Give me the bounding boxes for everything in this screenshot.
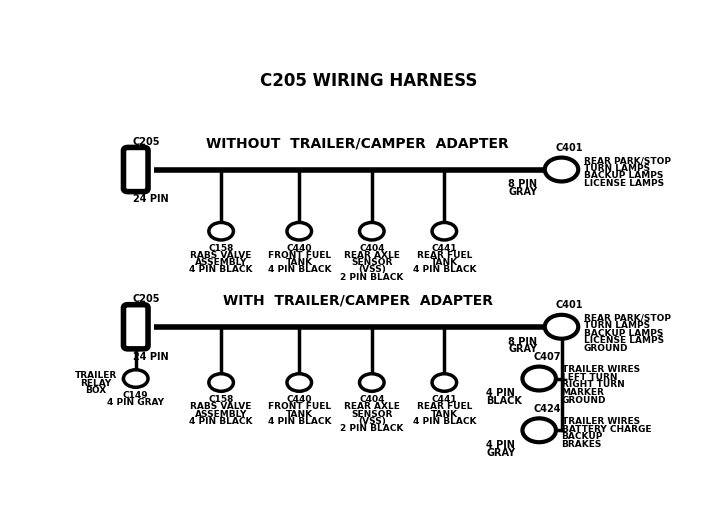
Text: C440: C440: [287, 395, 312, 404]
Circle shape: [359, 222, 384, 240]
Text: (VSS): (VSS): [358, 417, 386, 425]
Text: BACKUP: BACKUP: [562, 432, 603, 441]
FancyBboxPatch shape: [124, 305, 148, 349]
Text: C441: C441: [431, 395, 457, 404]
Text: TRAILER WIRES: TRAILER WIRES: [562, 417, 639, 426]
Text: 4 PIN BLACK: 4 PIN BLACK: [268, 417, 331, 425]
Text: 8 PIN: 8 PIN: [508, 179, 538, 189]
Circle shape: [287, 222, 312, 240]
Text: WITHOUT  TRAILER/CAMPER  ADAPTER: WITHOUT TRAILER/CAMPER ADAPTER: [207, 136, 509, 150]
Text: 4 PIN BLACK: 4 PIN BLACK: [189, 417, 253, 425]
Text: 24 PIN: 24 PIN: [133, 194, 168, 204]
Text: ASSEMBLY: ASSEMBLY: [195, 409, 247, 419]
Text: C158: C158: [209, 244, 234, 253]
Circle shape: [359, 374, 384, 391]
Text: GROUND: GROUND: [584, 344, 629, 353]
Text: C440: C440: [287, 244, 312, 253]
Text: C149: C149: [123, 391, 148, 400]
Circle shape: [432, 374, 456, 391]
Text: TURN LAMPS: TURN LAMPS: [584, 321, 650, 330]
Text: SENSOR: SENSOR: [351, 409, 392, 419]
Text: TANK: TANK: [431, 258, 458, 267]
Text: C424: C424: [534, 404, 561, 414]
Text: C401: C401: [556, 143, 583, 153]
Text: C407: C407: [534, 352, 561, 362]
FancyBboxPatch shape: [124, 147, 148, 192]
Text: BACKUP LAMPS: BACKUP LAMPS: [584, 329, 663, 338]
Text: 2 PIN BLACK: 2 PIN BLACK: [340, 424, 403, 433]
Circle shape: [545, 158, 578, 181]
Text: C441: C441: [431, 244, 457, 253]
Circle shape: [523, 367, 556, 390]
Circle shape: [287, 374, 312, 391]
Circle shape: [523, 418, 556, 442]
Text: C401: C401: [556, 300, 583, 310]
Text: REAR PARK/STOP: REAR PARK/STOP: [584, 313, 671, 323]
Text: SENSOR: SENSOR: [351, 258, 392, 267]
Text: TRAILER: TRAILER: [74, 371, 117, 381]
Text: GRAY: GRAY: [508, 187, 538, 197]
Circle shape: [124, 370, 148, 387]
Text: RABS VALVE: RABS VALVE: [191, 251, 252, 260]
Circle shape: [432, 222, 456, 240]
Text: C205: C205: [133, 136, 161, 147]
Text: 4 PIN BLACK: 4 PIN BLACK: [413, 265, 476, 275]
Text: C404: C404: [359, 395, 384, 404]
Text: C404: C404: [359, 244, 384, 253]
Text: ASSEMBLY: ASSEMBLY: [195, 258, 247, 267]
Text: TANK: TANK: [286, 258, 312, 267]
Text: C158: C158: [209, 395, 234, 404]
Text: BATTERY CHARGE: BATTERY CHARGE: [562, 424, 651, 434]
Text: TANK: TANK: [286, 409, 312, 419]
Text: REAR FUEL: REAR FUEL: [417, 251, 472, 260]
Text: MARKER: MARKER: [562, 388, 604, 397]
Text: (VSS): (VSS): [358, 265, 386, 275]
Text: 8 PIN: 8 PIN: [508, 337, 538, 347]
Text: FRONT FUEL: FRONT FUEL: [268, 251, 330, 260]
Text: BOX: BOX: [85, 387, 107, 396]
Text: 4 PIN BLACK: 4 PIN BLACK: [413, 417, 476, 425]
Text: RIGHT TURN: RIGHT TURN: [562, 381, 624, 389]
Text: BRAKES: BRAKES: [562, 439, 602, 449]
Text: 4 PIN BLACK: 4 PIN BLACK: [189, 265, 253, 275]
Text: WITH  TRAILER/CAMPER  ADAPTER: WITH TRAILER/CAMPER ADAPTER: [223, 294, 492, 308]
Text: LICENSE LAMPS: LICENSE LAMPS: [584, 336, 664, 345]
Text: 4 PIN: 4 PIN: [486, 440, 515, 450]
Text: LICENSE LAMPS: LICENSE LAMPS: [584, 179, 664, 188]
Text: REAR FUEL: REAR FUEL: [417, 402, 472, 412]
Circle shape: [545, 315, 578, 339]
Text: LEFT TURN: LEFT TURN: [562, 373, 617, 382]
Text: TURN LAMPS: TURN LAMPS: [584, 164, 650, 173]
Text: 24 PIN: 24 PIN: [133, 352, 168, 362]
Circle shape: [209, 222, 233, 240]
Text: GRAY: GRAY: [486, 448, 516, 458]
Text: C205: C205: [133, 294, 161, 304]
Text: RELAY: RELAY: [80, 379, 111, 388]
Text: RABS VALVE: RABS VALVE: [191, 402, 252, 412]
Text: 4 PIN GRAY: 4 PIN GRAY: [107, 399, 164, 407]
Text: TRAILER WIRES: TRAILER WIRES: [562, 366, 639, 374]
Circle shape: [209, 374, 233, 391]
Text: TANK: TANK: [431, 409, 458, 419]
Text: C205 WIRING HARNESS: C205 WIRING HARNESS: [261, 72, 477, 90]
Text: REAR PARK/STOP: REAR PARK/STOP: [584, 156, 671, 165]
Text: FRONT FUEL: FRONT FUEL: [268, 402, 330, 412]
Text: 2 PIN BLACK: 2 PIN BLACK: [340, 272, 403, 282]
Text: 4 PIN BLACK: 4 PIN BLACK: [268, 265, 331, 275]
Text: 4 PIN: 4 PIN: [486, 388, 515, 399]
Text: REAR AXLE: REAR AXLE: [344, 251, 400, 260]
Text: BLACK: BLACK: [486, 396, 522, 406]
Text: GROUND: GROUND: [562, 396, 606, 404]
Text: REAR AXLE: REAR AXLE: [344, 402, 400, 412]
Text: GRAY: GRAY: [508, 344, 538, 354]
Text: BACKUP LAMPS: BACKUP LAMPS: [584, 172, 663, 180]
